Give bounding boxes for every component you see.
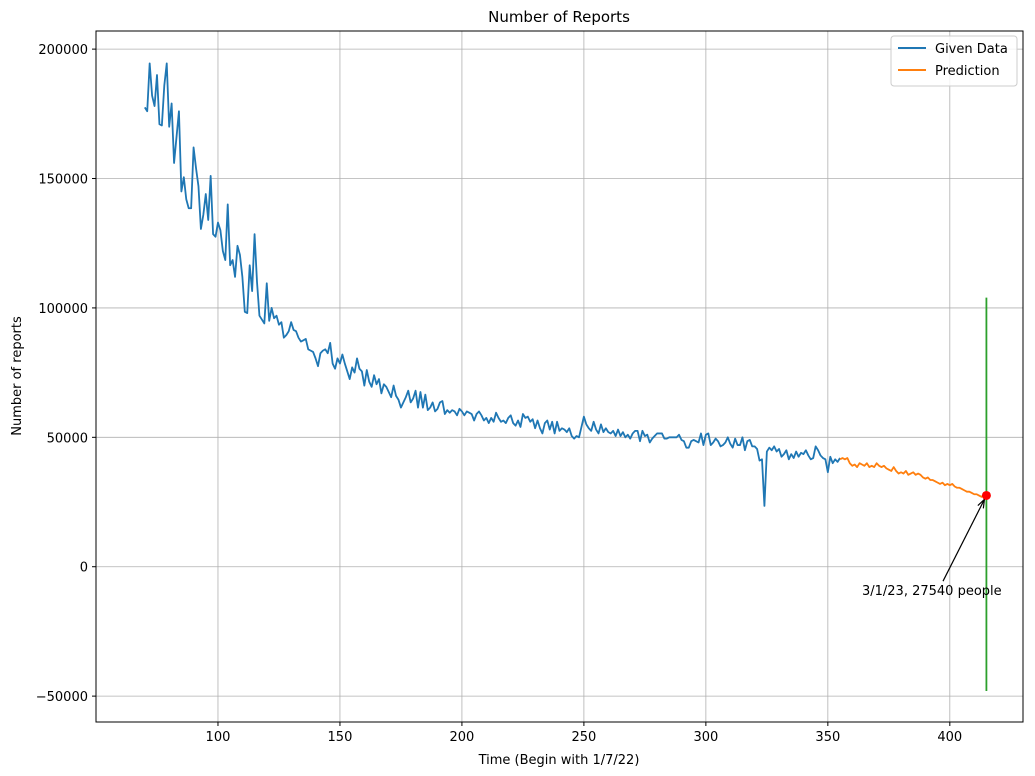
series-line-given-data bbox=[144, 62, 841, 507]
series-line-prediction bbox=[839, 457, 987, 498]
x-tick-label: 150 bbox=[328, 730, 353, 745]
x-axis-label: Time (Begin with 1/7/22) bbox=[478, 753, 640, 768]
highlight-point bbox=[981, 490, 991, 500]
x-tick-label: 200 bbox=[450, 730, 475, 745]
y-tick-label: 50000 bbox=[47, 431, 88, 446]
plot-frame bbox=[95, 30, 1024, 723]
annotation-label: 3/1/23, 27540 people bbox=[862, 584, 1002, 599]
annotation-layer: 3/1/23, 27540 people bbox=[862, 490, 1002, 599]
legend-label-given-data: Given Data bbox=[935, 42, 1008, 57]
y-tick-label: 0 bbox=[80, 561, 88, 576]
y-axis-label: Number of reports bbox=[10, 316, 25, 436]
grid-layer bbox=[96, 31, 1023, 722]
y-tick-label: 200000 bbox=[38, 43, 88, 58]
y-tick-label: 150000 bbox=[38, 173, 88, 188]
x-tick-label: 100 bbox=[206, 730, 231, 745]
tick-layer: 100 150 200 250 300 350 400 −50000 0 50000 100000 1… bbox=[36, 43, 962, 745]
y-tick-label: 100000 bbox=[38, 302, 88, 317]
legend: Given Data Prediction bbox=[890, 35, 1018, 87]
y-tick-label: −50000 bbox=[36, 690, 88, 705]
x-tick-label: 300 bbox=[693, 730, 718, 745]
x-tick-label: 250 bbox=[571, 730, 596, 745]
legend-label-prediction: Prediction bbox=[935, 64, 1000, 79]
x-tick-label: 350 bbox=[815, 730, 840, 745]
chart-title: Number of Reports bbox=[488, 8, 630, 26]
annotation-arrow-shaft bbox=[942, 499, 985, 582]
x-tick-label: 400 bbox=[937, 730, 962, 745]
